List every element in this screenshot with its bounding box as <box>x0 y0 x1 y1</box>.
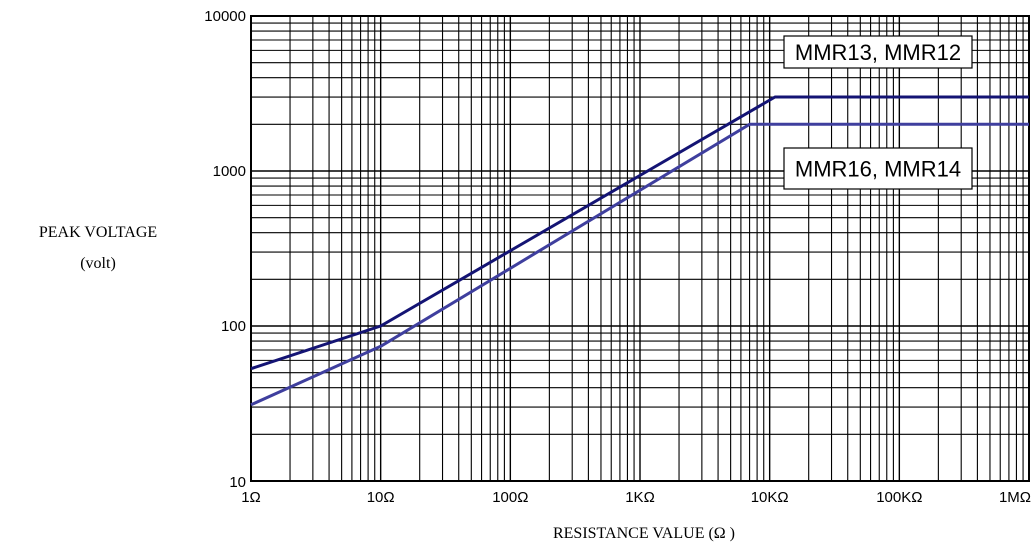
legend-label-1: MMR13, MMR12 <box>795 40 961 65</box>
y-axis-unit: (volt) <box>80 255 116 272</box>
series-line-2 <box>250 122 1029 407</box>
y-tick-label: 100 <box>221 318 246 335</box>
plot-frame <box>250 15 1030 482</box>
series-lines <box>250 95 1029 407</box>
legend-label-2: MMR16, MMR14 <box>795 157 961 182</box>
x-tick-label: 1MΩ <box>999 489 1031 506</box>
x-tick-label: 10Ω <box>367 489 395 506</box>
x-axis-title: RESISTANCE VALUE (Ω ) <box>553 525 735 542</box>
x-tick-label: 1KΩ <box>625 489 655 506</box>
x-tick-label: 100KΩ <box>876 489 922 506</box>
y-tick-label: 10 <box>229 474 246 491</box>
x-tick-labels: 1Ω 10Ω 100Ω 1KΩ 10KΩ 100KΩ 1MΩ <box>241 489 1031 506</box>
y-tick-label: 1000 <box>213 163 246 180</box>
y-tick-label: 10000 <box>204 8 246 25</box>
x-tick-label: 100Ω <box>492 489 528 506</box>
y-tick-labels: 10 100 1000 10000 <box>204 8 246 491</box>
legend-box-1 <box>783 35 973 69</box>
y-axis-title: PEAK VOLTAGE <box>39 224 157 241</box>
legend: MMR13, MMR12 MMR16, MMR14 <box>783 35 973 190</box>
legend-box-2 <box>783 147 973 190</box>
x-tick-label: 10KΩ <box>751 489 789 506</box>
x-tick-label: 1Ω <box>241 489 261 506</box>
series-line-1 <box>250 95 1029 371</box>
grid <box>250 16 1029 482</box>
